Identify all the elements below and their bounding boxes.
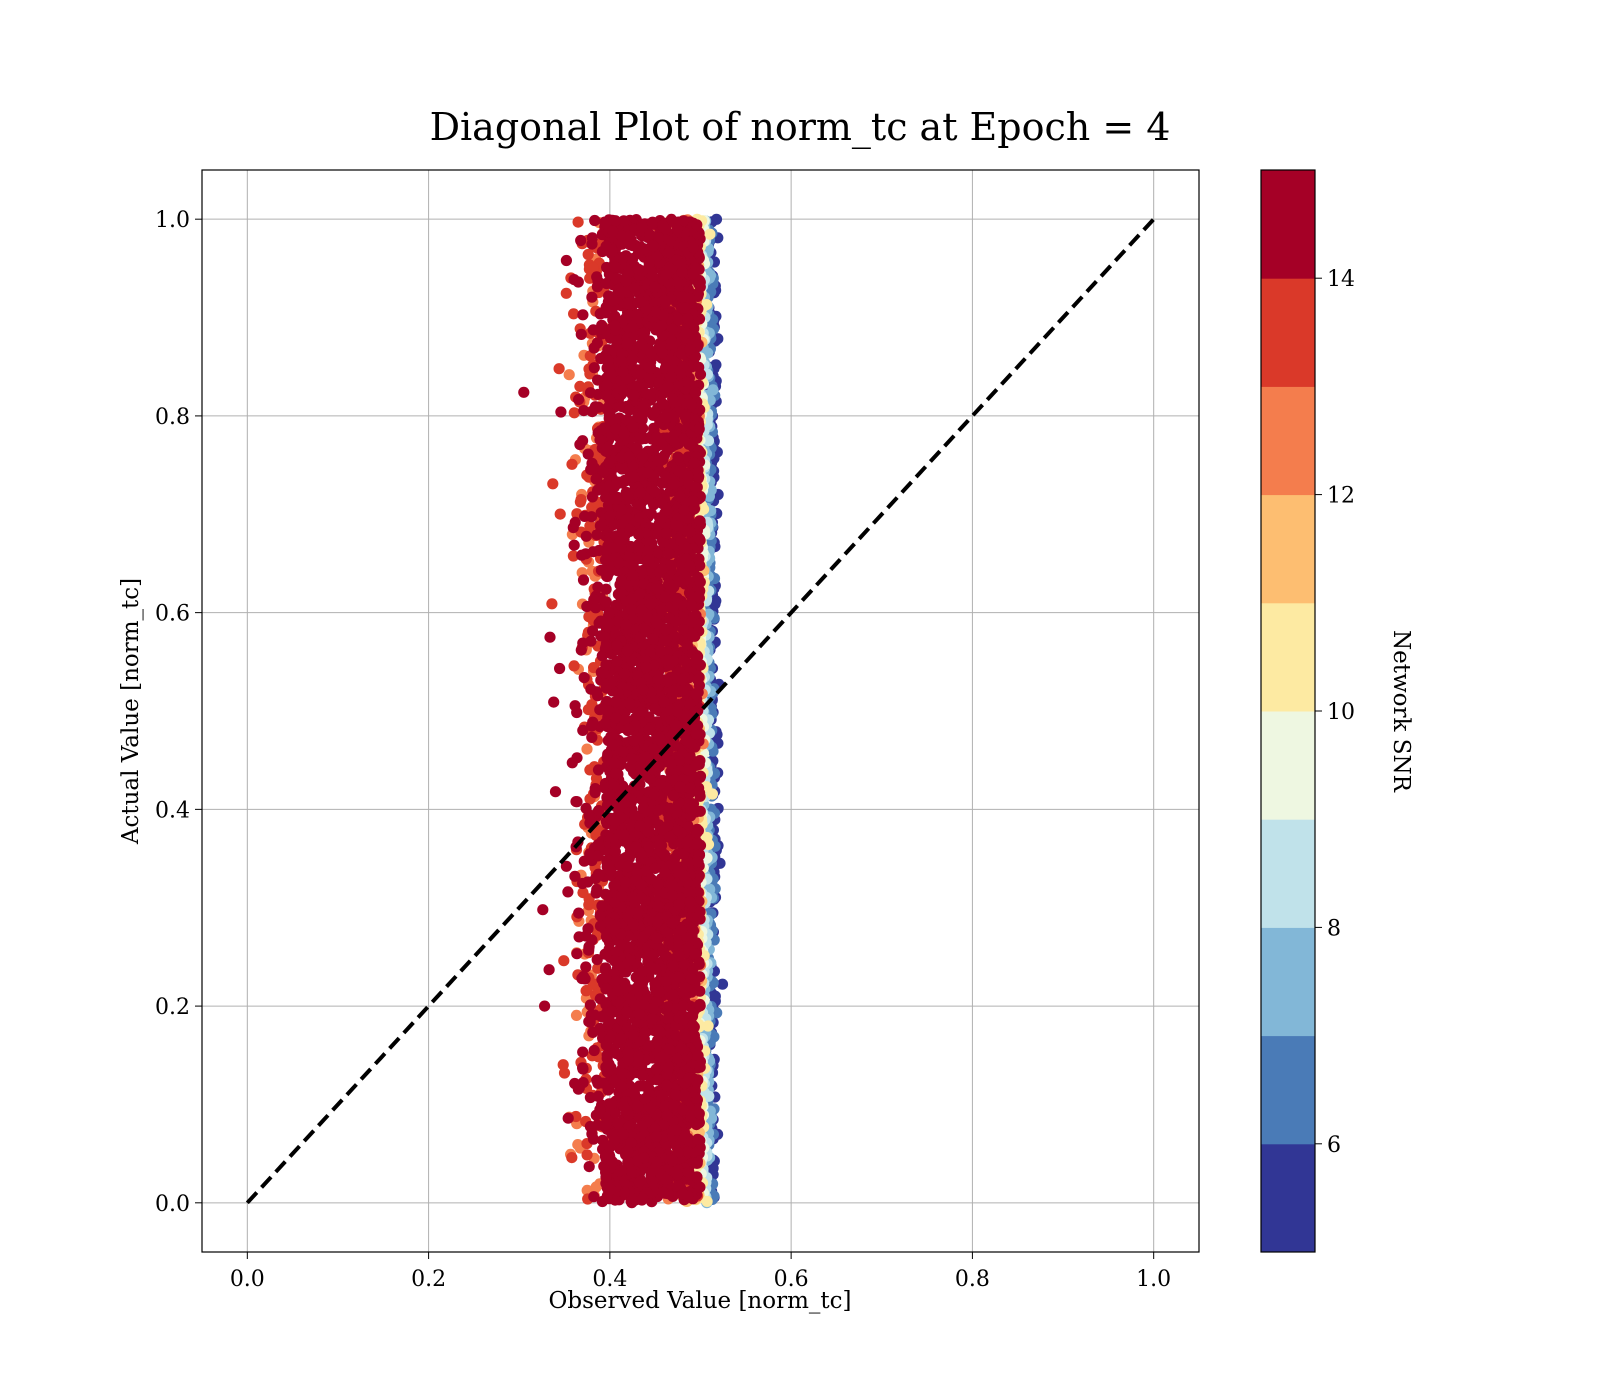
scatter-point	[558, 955, 570, 967]
scatter-point	[578, 405, 590, 417]
scatter-point	[568, 407, 580, 419]
scatter-point	[590, 1181, 602, 1193]
scatter-point	[588, 1044, 600, 1057]
scatter-point	[702, 435, 715, 447]
scatter-point	[577, 309, 589, 321]
scatter-point	[553, 363, 565, 375]
scatter-point	[567, 550, 580, 562]
scatter-point	[568, 539, 580, 551]
scatter-point	[584, 387, 597, 399]
scatter-point	[662, 1013, 674, 1025]
scatter-point	[572, 1139, 584, 1151]
chart-title: Diagonal Plot of norm_tc at Epoch = 4	[430, 105, 1171, 150]
scatter-points	[518, 213, 729, 1209]
scatter-point	[547, 478, 559, 490]
scatter-point	[588, 1191, 600, 1203]
scatter-point	[702, 1020, 714, 1032]
scatter-point	[580, 530, 592, 542]
scatter-point	[560, 287, 572, 299]
scatter-point	[594, 909, 606, 922]
scatter-point	[602, 748, 614, 760]
scatter-point	[584, 999, 597, 1011]
scatter-point	[568, 660, 580, 672]
scatter-point	[589, 786, 601, 799]
scatter-point	[577, 1062, 589, 1074]
scatter-point	[584, 764, 596, 776]
scatter-point	[687, 962, 699, 975]
scatter-point	[716, 978, 729, 990]
scatter-point	[587, 262, 599, 274]
scatter-point	[589, 214, 601, 227]
scatter-point	[577, 970, 590, 983]
scatter-point	[570, 1009, 583, 1022]
scatter-point	[573, 393, 585, 406]
scatter-point	[566, 458, 578, 470]
scatter-point	[588, 362, 600, 374]
scatter-point	[557, 1059, 569, 1071]
scatter-point	[566, 757, 578, 769]
scatter-point	[583, 899, 595, 911]
scatter-point	[570, 796, 582, 808]
scatter-point	[701, 299, 713, 311]
scatter-point	[566, 1152, 578, 1164]
scatter-point	[581, 743, 593, 755]
plot-area	[201, 169, 1200, 1253]
scatter-point	[584, 520, 596, 532]
scatter-point	[600, 596, 612, 608]
scatter-point	[577, 887, 589, 899]
scatter-point	[569, 516, 581, 529]
scatter-point	[575, 234, 587, 247]
scatter-point	[591, 954, 603, 966]
scatter-point	[662, 1001, 674, 1013]
scatter-point	[563, 369, 575, 381]
scatter-point	[568, 308, 580, 320]
scatter-point	[572, 216, 584, 228]
scatter-point	[586, 731, 598, 744]
scatter-point	[554, 508, 566, 520]
scatter-point	[546, 598, 558, 610]
scatter-point	[577, 724, 589, 737]
scatter-point	[704, 228, 716, 240]
scatter-point	[594, 308, 606, 320]
scatter-point	[698, 503, 710, 515]
scatter-point	[574, 380, 586, 392]
scatter-point	[577, 1046, 589, 1058]
scatter-point	[574, 496, 587, 508]
scatter-point	[581, 1149, 593, 1161]
scatter-point	[581, 984, 593, 997]
scatter-point	[582, 248, 594, 261]
scatter-point	[558, 1067, 571, 1079]
scatter-point	[554, 662, 566, 675]
scatter-point	[586, 291, 598, 303]
